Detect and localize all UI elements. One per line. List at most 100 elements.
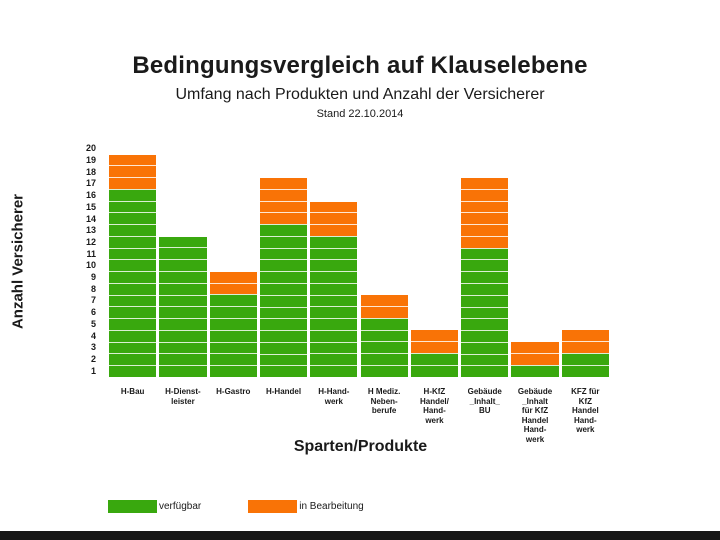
bar-segment-in-bearbeitung [511,341,559,353]
y-tick-label: 1 [90,365,96,376]
bar-segment-verfuegbar [310,306,358,319]
x-category-label-line: werk [525,434,545,444]
bar-1 [109,154,157,377]
bar-segment-verfuegbar [310,259,358,272]
legend-swatch-verfuegbar [108,499,157,513]
bar-segment-in-bearbeitung [259,178,308,189]
bar-segment-verfuegbar [159,353,207,366]
bar-segment-verfuegbar [259,353,308,366]
x-category-label-line: berufe [371,406,397,415]
bar-segment-verfuegbar [461,294,509,307]
y-tick-label: 15 [85,201,96,212]
x-category-label-line: Handel [572,406,599,415]
bar-segment-verfuegbar [259,318,308,331]
bar-segment-verfuegbar [209,294,257,307]
bar-segment-in-bearbeitung [259,188,308,201]
bar-segment-verfuegbar [310,271,358,283]
y-tick-label: 20 [85,143,96,154]
bar-segment-verfuegbar [259,306,308,319]
bar-segment-verfuegbar [109,306,157,319]
bar-7 [410,330,459,378]
x-category-label-line: Handel/ [419,396,449,406]
x-category-label: KFZ für KfZ Handel Hand-werk [556,387,615,435]
bar-segment-verfuegbar [461,365,509,378]
legend-label-verfuegbar: verfügbar [159,500,202,512]
bar-segment-in-bearbeitung [310,212,358,225]
bar-segment-verfuegbar [310,282,358,295]
bar-segment-verfuegbar [461,341,509,354]
bar-segment-in-bearbeitung [461,235,509,248]
bar-segment-verfuegbar [259,259,308,272]
x-category-label-line: für KfZ [521,406,549,415]
y-tick-label: 14 [85,213,96,224]
x-category-label-line: Neben- [370,396,398,406]
bar-segment-verfuegbar [259,294,308,307]
bar-segment-in-bearbeitung [109,165,157,178]
bar-segment-verfuegbar [511,364,559,377]
bar-segment-verfuegbar [109,224,157,236]
bar-3 [209,271,257,378]
bar-segment-in-bearbeitung [461,178,509,189]
bar-5 [310,201,358,378]
bar-segment-in-bearbeitung [109,177,157,189]
bar-segment-verfuegbar [259,235,308,248]
bar-2 [159,236,207,377]
x-category-label-line: Hand- [423,406,446,415]
bar-segment-in-bearbeitung [259,200,308,213]
bar-segment-verfuegbar [461,306,509,319]
x-category-label: H-Handel [254,387,313,397]
bar-segment-in-bearbeitung [410,330,459,342]
x-category-label-line: H-Handel [265,387,302,396]
x-category-label-line: _Inhalt [522,396,548,406]
bar-segment-in-bearbeitung [109,154,157,166]
bar-segment-verfuegbar [310,318,358,330]
x-category-label-line: H-Bau [120,387,145,396]
bar-segment-verfuegbar [561,353,609,366]
bar-segment-verfuegbar [159,329,207,342]
x-category-label-line: Hand- [523,425,547,434]
y-tick-label: 16 [85,190,96,201]
x-category-label: Gebäude _Inhalt für KfZ Handel Hand-werk [505,387,564,444]
bar-segment-verfuegbar [109,329,157,342]
y-tick-label: 9 [90,272,96,283]
y-tick-label: 10 [85,260,96,271]
bar-segment-verfuegbar [109,212,157,225]
x-axis-category-labels: H-Bau H-Dienst-leister H-Gastro H-Handel H-H… [109,387,612,457]
bar-segment-verfuegbar [159,306,207,319]
bar-segment-verfuegbar [159,365,207,377]
bar-segment-verfuegbar [159,318,207,330]
bar-segment-verfuegbar [109,341,157,354]
x-category-label-line: _Inhalt_ [469,396,500,406]
bar-segment-in-bearbeitung [461,200,509,213]
y-tick-label: 3 [90,342,96,353]
x-category-label-line: Handel [521,415,549,425]
bar-segment-verfuegbar [360,353,408,366]
x-category-label: Gebäude _Inhalt_ BU [455,387,514,416]
x-category-label-line: Gebäude [517,387,553,396]
bar-segment-verfuegbar [209,329,257,342]
bar-segment-in-bearbeitung [259,212,308,225]
bar-segment-in-bearbeitung [461,188,509,201]
bar-segment-verfuegbar [159,282,207,295]
chart-date-note: Stand 22.10.2014 [316,108,404,120]
x-category-label-line: werk [425,415,444,425]
x-category-label-line: werk [576,425,595,434]
bar-segment-verfuegbar [561,365,609,378]
y-tick-label: 18 [85,166,96,177]
bar-segment-verfuegbar [461,271,509,283]
bar-segment-verfuegbar [461,283,509,295]
bar-segment-verfuegbar [410,353,459,366]
bar-segment-verfuegbar [360,341,408,354]
bar-segment-verfuegbar [159,247,207,260]
x-category-label: H-Gastro [204,387,263,397]
chart-subtitle: Umfang nach Produkten und Anzahl der Ver… [175,86,545,103]
bar-segment-verfuegbar [310,353,358,366]
y-tick-label: 2 [90,353,96,364]
bar-segment-verfuegbar [461,259,509,272]
bar-segment-verfuegbar [461,330,509,342]
bar-9 [511,341,559,377]
y-tick-label: 17 [85,178,96,189]
bar-segment-verfuegbar [360,329,408,342]
bar-segment-verfuegbar [109,318,157,330]
